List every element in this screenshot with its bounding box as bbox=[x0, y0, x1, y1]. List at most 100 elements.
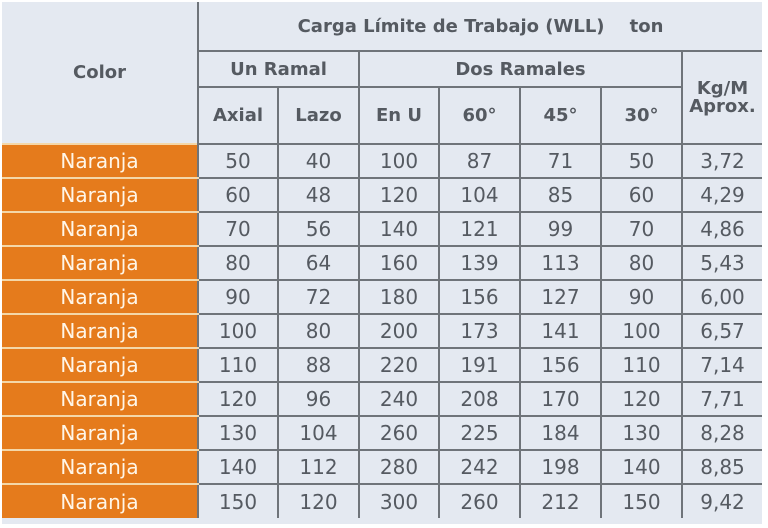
table-row: Naranja 130 104 260 225 184 130 8,28 bbox=[2, 415, 762, 451]
deg60-cell: 173 bbox=[438, 313, 521, 349]
table-row: Naranja 70 56 140 121 99 70 4,86 bbox=[2, 211, 762, 247]
col-header-60: 60° bbox=[438, 86, 521, 145]
en-u-cell: 120 bbox=[358, 177, 440, 213]
col-header-axial: Axial bbox=[197, 86, 279, 145]
deg45-cell: 99 bbox=[519, 211, 602, 247]
lazo-cell: 112 bbox=[277, 449, 360, 485]
color-cell: Naranja bbox=[2, 449, 199, 485]
table-row: Naranja 140 112 280 242 198 140 8,85 bbox=[2, 449, 762, 485]
deg45-cell: 156 bbox=[519, 347, 602, 383]
en-u-cell: 200 bbox=[358, 313, 440, 349]
deg60-cell: 260 bbox=[438, 483, 521, 518]
color-cell: Naranja bbox=[2, 483, 199, 518]
dos-ramales-header: Dos Ramales bbox=[358, 50, 683, 88]
kgm-cell: 6,00 bbox=[681, 279, 762, 315]
axial-cell: 60 bbox=[197, 177, 279, 213]
lazo-cell: 64 bbox=[277, 245, 360, 281]
color-cell: Naranja bbox=[2, 143, 199, 179]
color-cell: Naranja bbox=[2, 177, 199, 213]
deg45-cell: 71 bbox=[519, 143, 602, 179]
axial-cell: 100 bbox=[197, 313, 279, 349]
lazo-cell: 48 bbox=[277, 177, 360, 213]
color-cell: Naranja bbox=[2, 211, 199, 247]
table-row: Naranja 120 96 240 208 170 120 7,71 bbox=[2, 381, 762, 417]
axial-cell: 150 bbox=[197, 483, 279, 518]
axial-cell: 80 bbox=[197, 245, 279, 281]
color-cell: Naranja bbox=[2, 381, 199, 417]
axial-cell: 50 bbox=[197, 143, 279, 179]
deg30-cell: 70 bbox=[600, 211, 683, 247]
table-row: Naranja 100 80 200 173 141 100 6,57 bbox=[2, 313, 762, 349]
deg30-cell: 50 bbox=[600, 143, 683, 179]
deg60-cell: 121 bbox=[438, 211, 521, 247]
deg60-cell: 225 bbox=[438, 415, 521, 451]
lazo-cell: 88 bbox=[277, 347, 360, 383]
lazo-cell: 56 bbox=[277, 211, 360, 247]
axial-cell: 130 bbox=[197, 415, 279, 451]
deg30-cell: 90 bbox=[600, 279, 683, 315]
lazo-cell: 72 bbox=[277, 279, 360, 315]
en-u-cell: 100 bbox=[358, 143, 440, 179]
axial-cell: 110 bbox=[197, 347, 279, 383]
deg45-cell: 212 bbox=[519, 483, 602, 518]
color-column-header: Color bbox=[2, 2, 199, 144]
wll-table-container: Color Carga Límite de Trabajo (WLL) ton … bbox=[2, 2, 762, 524]
table-row: Naranja 150 120 300 260 212 150 9,42 bbox=[2, 483, 762, 518]
color-cell: Naranja bbox=[2, 279, 199, 315]
deg45-cell: 184 bbox=[519, 415, 602, 451]
col-header-en-u: En U bbox=[358, 86, 440, 145]
kg-per-meter-label: Kg/M bbox=[696, 77, 749, 99]
color-cell: Naranja bbox=[2, 415, 199, 451]
col-header-30: 30° bbox=[600, 86, 683, 145]
deg30-cell: 60 bbox=[600, 177, 683, 213]
en-u-cell: 160 bbox=[358, 245, 440, 281]
lazo-cell: 40 bbox=[277, 143, 360, 179]
kgm-cell: 4,86 bbox=[681, 211, 762, 247]
kgm-cell: 8,85 bbox=[681, 449, 762, 485]
color-cell: Naranja bbox=[2, 245, 199, 281]
deg30-cell: 110 bbox=[600, 347, 683, 383]
en-u-cell: 300 bbox=[358, 483, 440, 518]
deg45-cell: 127 bbox=[519, 279, 602, 315]
lazo-cell: 80 bbox=[277, 313, 360, 349]
deg60-cell: 242 bbox=[438, 449, 521, 485]
table-row: Naranja 80 64 160 139 113 80 5,43 bbox=[2, 245, 762, 281]
axial-cell: 90 bbox=[197, 279, 279, 315]
lazo-cell: 120 bbox=[277, 483, 360, 518]
kgm-cell: 7,71 bbox=[681, 381, 762, 417]
kgm-cell: 6,57 bbox=[681, 313, 762, 349]
deg45-cell: 141 bbox=[519, 313, 602, 349]
axial-cell: 140 bbox=[197, 449, 279, 485]
deg45-cell: 113 bbox=[519, 245, 602, 281]
deg30-cell: 120 bbox=[600, 381, 683, 417]
kgm-cell: 4,29 bbox=[681, 177, 762, 213]
kgm-cell: 8,28 bbox=[681, 415, 762, 451]
lazo-cell: 104 bbox=[277, 415, 360, 451]
table-row: Naranja 60 48 120 104 85 60 4,29 bbox=[2, 177, 762, 213]
color-cell: Naranja bbox=[2, 313, 199, 349]
table-title: Carga Límite de Trabajo (WLL) ton bbox=[197, 2, 762, 52]
deg60-cell: 156 bbox=[438, 279, 521, 315]
en-u-cell: 260 bbox=[358, 415, 440, 451]
en-u-cell: 140 bbox=[358, 211, 440, 247]
wll-table: Color Carga Límite de Trabajo (WLL) ton … bbox=[2, 2, 762, 518]
axial-cell: 120 bbox=[197, 381, 279, 417]
approx-label: Aprox. bbox=[689, 95, 756, 117]
table-row: Naranja 110 88 220 191 156 110 7,14 bbox=[2, 347, 762, 383]
color-cell: Naranja bbox=[2, 347, 199, 383]
en-u-cell: 280 bbox=[358, 449, 440, 485]
table-row: Naranja 50 40 100 87 71 50 3,72 bbox=[2, 143, 762, 179]
deg60-cell: 191 bbox=[438, 347, 521, 383]
en-u-cell: 220 bbox=[358, 347, 440, 383]
deg60-cell: 139 bbox=[438, 245, 521, 281]
kgm-cell: 9,42 bbox=[681, 483, 762, 518]
un-ramal-header: Un Ramal bbox=[197, 50, 360, 88]
deg45-cell: 198 bbox=[519, 449, 602, 485]
deg60-cell: 208 bbox=[438, 381, 521, 417]
deg30-cell: 100 bbox=[600, 313, 683, 349]
en-u-cell: 240 bbox=[358, 381, 440, 417]
deg30-cell: 140 bbox=[600, 449, 683, 485]
deg30-cell: 150 bbox=[600, 483, 683, 518]
deg45-cell: 170 bbox=[519, 381, 602, 417]
kgm-cell: 5,43 bbox=[681, 245, 762, 281]
